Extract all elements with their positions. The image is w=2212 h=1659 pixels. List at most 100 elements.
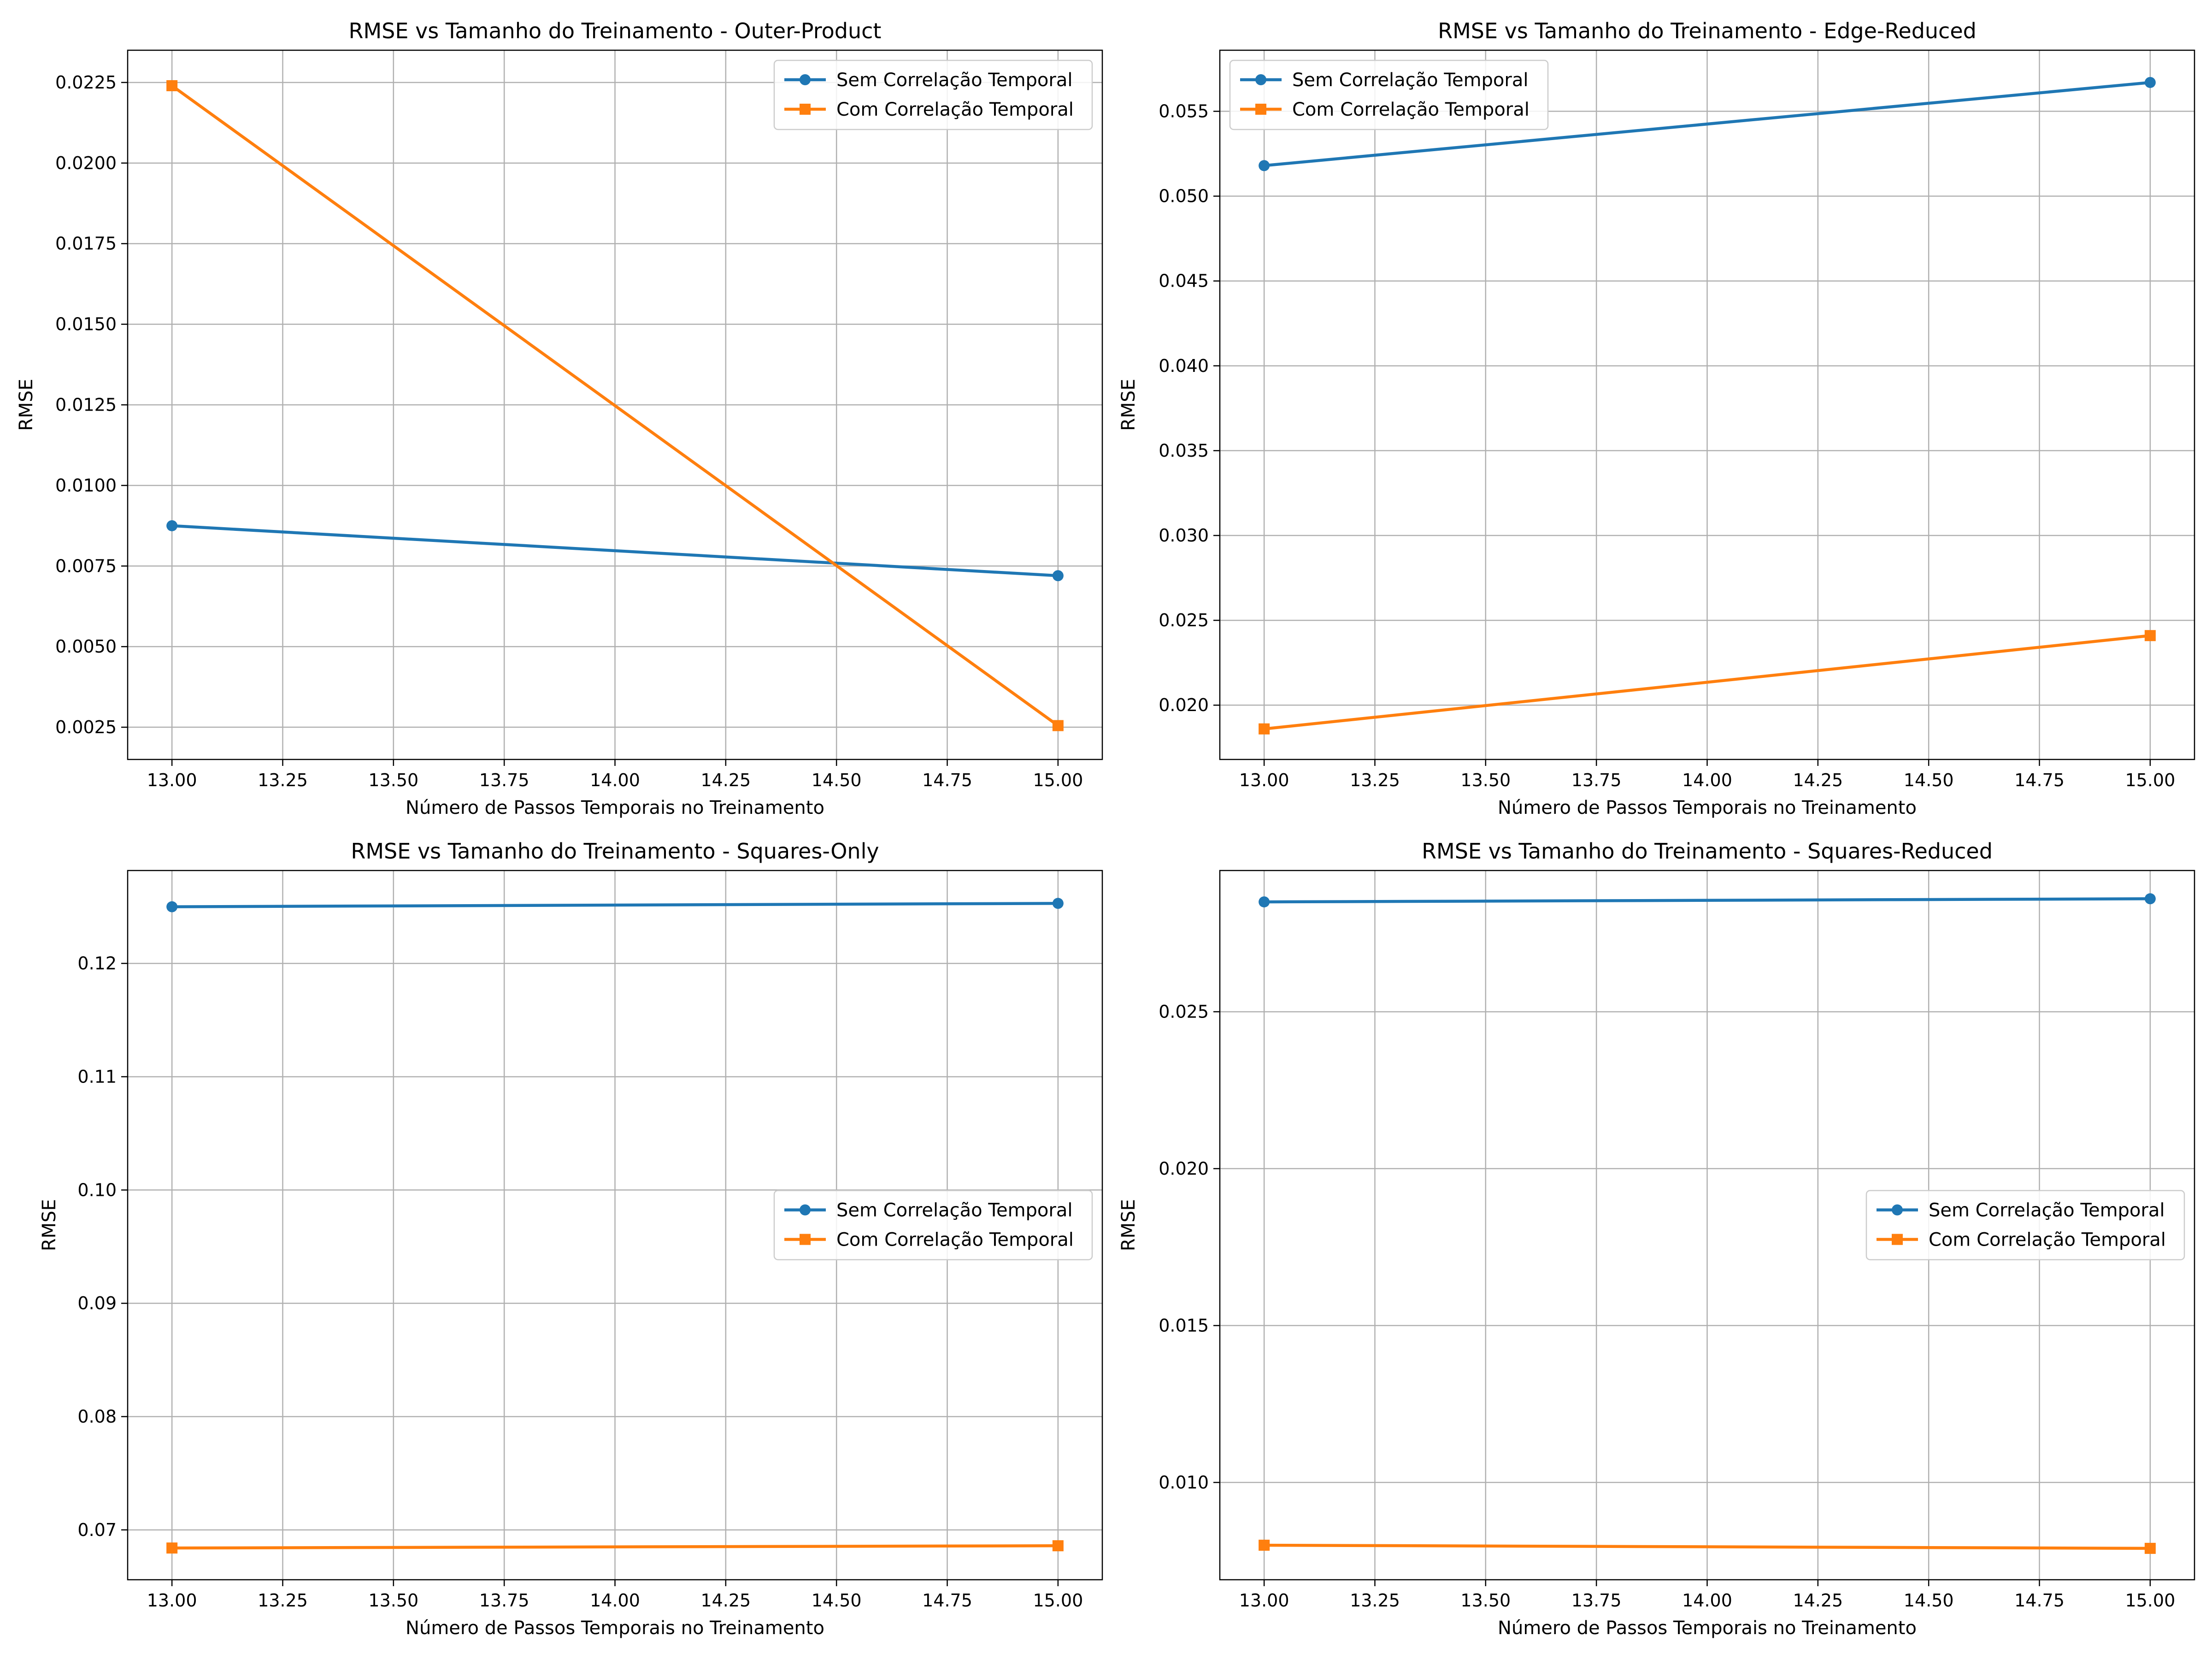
legend-label: Sem Correlação Temporal <box>1929 1200 2165 1221</box>
series-line-sem <box>1264 897 2150 904</box>
legend-box <box>773 59 1093 130</box>
series-line-sem <box>1264 81 2151 167</box>
x-tick-label: 15.00 <box>2125 1590 2175 1611</box>
plot-frame <box>1219 870 2195 1581</box>
x-tick-label: 13.25 <box>258 770 308 790</box>
chart-title: RMSE vs Tamanho do Treinamento - Squares… <box>351 839 879 864</box>
x-tick-label: 14.75 <box>922 770 972 790</box>
x-tick-label: 13.00 <box>147 1590 197 1611</box>
plot-frame <box>1219 49 2195 760</box>
y-tick-label: 0.09 <box>77 1293 117 1313</box>
x-tick-label: 13.75 <box>479 770 529 790</box>
x-tick-label: 14.25 <box>1793 770 1843 790</box>
legend: Sem Correlação Temporal Com Correlação Te… <box>1229 59 1549 130</box>
legend-label: Com Correlação Temporal <box>836 1230 1074 1251</box>
y-tick-label: 0.0225 <box>55 72 117 93</box>
x-tick-label: 15.00 <box>1033 1590 1083 1611</box>
data-point <box>1259 1540 1270 1551</box>
chart-title: RMSE vs Tamanho do Treinamento - Squares… <box>1422 839 1993 864</box>
y-tick-label: 0.040 <box>1159 356 1209 376</box>
y-tick-label: 0.12 <box>77 953 117 974</box>
chart-panel-4: 13.00 13.25 13.50 13.75 14.00 14.25 14.50 14.75… <box>1118 839 2195 1639</box>
x-tick-label: 14.00 <box>590 1590 640 1611</box>
x-tick-label: 13.25 <box>1350 1590 1400 1611</box>
x-tick-label: 15.00 <box>1033 770 1083 790</box>
y-axis-label: RMSE <box>16 379 37 431</box>
data-point <box>2144 893 2156 905</box>
x-tick-label: 13.75 <box>1571 1590 1622 1611</box>
y-tick-label: 0.025 <box>1159 610 1209 630</box>
data-point <box>166 901 178 912</box>
data-point <box>1052 1540 1064 1552</box>
x-tick-label: 14.25 <box>700 1590 751 1611</box>
x-tick-label: 13.00 <box>1239 1590 1289 1611</box>
chart-panel-3: 13.00 13.25 13.50 13.75 14.00 14.25 14.50 14.75… <box>39 839 1103 1639</box>
chart-title: RMSE vs Tamanho do Treinamento - Outer-P… <box>349 18 882 43</box>
legend-box <box>1865 1190 2185 1260</box>
legend-label: Sem Correlação Temporal <box>836 1200 1072 1221</box>
chart-panel-1: 13.00 13.25 13.50 13.75 14.00 14.25 14.50 14.75… <box>16 18 1103 818</box>
x-tick-label: 13.50 <box>368 1590 418 1611</box>
legend-marker <box>800 1234 811 1245</box>
x-tick-label: 14.50 <box>1904 1590 1954 1611</box>
legend-label: Sem Correlação Temporal <box>836 70 1072 91</box>
grid <box>128 871 1102 1580</box>
legend: Sem Correlação Temporal Com Correlação Te… <box>773 59 1093 130</box>
legend-label: Sem Correlação Temporal <box>1292 70 1528 91</box>
chart-title: RMSE vs Tamanho do Treinamento - Edge-Re… <box>1438 18 1977 43</box>
series-line-com <box>1264 1543 2150 1550</box>
x-tick-label: 14.25 <box>1793 1590 1843 1611</box>
y-tick-label: 0.0125 <box>55 395 117 415</box>
plot-frame <box>127 49 1103 760</box>
x-tick-label: 13.00 <box>147 770 197 790</box>
x-tick-label: 13.25 <box>258 1590 308 1611</box>
data-point <box>1259 160 1270 171</box>
plot-frame <box>127 870 1103 1581</box>
series-line-sem <box>172 902 1058 908</box>
x-axis-label: Número de Passos Temporais no Treinament… <box>1498 797 1917 818</box>
x-tick-label: 14.75 <box>2014 1590 2065 1611</box>
chart-panel-2: 13.00 13.25 13.50 13.75 14.00 14.25 14.50 14.75… <box>1118 18 2195 818</box>
x-tick-label: 13.75 <box>1571 770 1622 790</box>
x-tick-label: 13.50 <box>368 770 418 790</box>
y-axis-label: RMSE <box>1118 379 1139 431</box>
y-tick-label: 0.010 <box>1159 1472 1209 1493</box>
y-tick-label: 0.055 <box>1159 101 1209 122</box>
x-tick-label: 15.00 <box>2125 770 2175 790</box>
data-point <box>1052 898 1064 909</box>
legend: Sem Correlação Temporal Com Correlação Te… <box>773 1190 1093 1260</box>
y-tick-label: 0.0050 <box>55 636 117 657</box>
data-point <box>1259 896 1270 908</box>
legend: Sem Correlação Temporal Com Correlação Te… <box>1865 1190 2185 1260</box>
data-point <box>166 520 178 531</box>
x-axis-label: Número de Passos Temporais no Treinament… <box>406 797 824 818</box>
y-tick-label: 0.045 <box>1159 271 1209 291</box>
y-tick-label: 0.0025 <box>55 717 117 737</box>
x-tick-label: 13.50 <box>1460 770 1511 790</box>
x-tick-label: 14.75 <box>922 1590 972 1611</box>
y-tick-label: 0.020 <box>1159 1159 1209 1179</box>
y-tick-label: 0.020 <box>1159 695 1209 715</box>
legend-marker <box>1892 1234 1903 1245</box>
legend-marker <box>1892 1204 1903 1216</box>
y-tick-label: 0.10 <box>77 1180 117 1200</box>
series-line-com <box>171 84 1059 727</box>
data-point <box>166 80 178 91</box>
y-tick-label: 0.0100 <box>55 475 117 495</box>
data-point <box>1259 723 1270 735</box>
legend-label: Com Correlação Temporal <box>836 99 1074 120</box>
legend-marker <box>800 74 811 85</box>
x-tick-label: 14.50 <box>812 1590 862 1611</box>
x-axis-label: Número de Passos Temporais no Treinament… <box>1498 1618 1917 1639</box>
y-axis-label: RMSE <box>39 1199 60 1251</box>
y-tick-label: 0.08 <box>77 1406 117 1427</box>
data-point <box>1052 570 1064 582</box>
x-tick-label: 14.50 <box>1904 770 1954 790</box>
x-tick-label: 14.00 <box>590 770 640 790</box>
x-tick-label: 14.50 <box>812 770 862 790</box>
y-tick-label: 0.0200 <box>55 153 117 173</box>
legend-marker <box>800 104 811 115</box>
data-point <box>2144 1542 2156 1554</box>
y-tick-label: 0.050 <box>1159 186 1209 206</box>
